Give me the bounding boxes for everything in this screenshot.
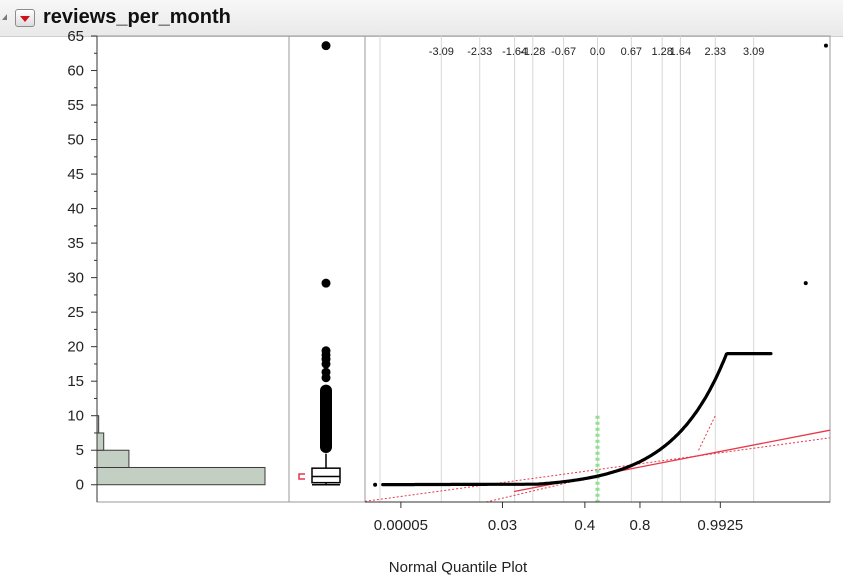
y-tick-label: 60 [67,63,84,80]
y-tick-label: 55 [67,97,84,114]
histogram-panel-frame [96,35,290,503]
x-tick-label: 0.03 [488,517,517,534]
quantile-plot-label: Normal Quantile Plot [389,559,528,576]
outlier-point [321,41,331,51]
top-tick-label: 3.09 [743,46,764,58]
y-tick-label: 15 [67,373,84,390]
y-tick-label: 65 [67,28,84,45]
y-tick-label: 5 [76,442,84,459]
y-tick-label: 10 [67,408,84,425]
y-tick-label: 25 [67,304,84,321]
top-tick-label: -3.09 [429,46,454,58]
y-tick-label: 0 [76,477,84,494]
quantile-point [823,43,828,48]
quantile-curve [381,352,773,487]
outlier-point [321,367,331,377]
histogram-bar [96,466,266,486]
x-tick-label: 0.9925 [697,517,743,534]
outlier-point [321,278,331,288]
x-tick-label: 0.00005 [374,517,428,534]
report-header: reviews_per_month [0,0,843,37]
top-tick-label: 1.64 [670,46,691,58]
outlier-cluster [320,384,332,453]
red-triangle-menu-icon [20,16,30,22]
y-tick-label: 20 [67,339,84,356]
y-tick-label: 45 [67,166,84,183]
disclosure-triangle-icon[interactable] [2,14,7,20]
outlier-point [321,346,331,356]
box-iqr [311,467,341,484]
top-tick-label: 2.33 [705,46,726,58]
top-tick-label: 0.0 [590,46,605,58]
y-tick-label: 50 [67,132,84,149]
x-tick-label: 0.4 [574,517,595,534]
report-title: reviews_per_month [43,6,231,28]
y-tick-label: 30 [67,270,84,287]
top-tick-label: -1.64 [502,46,527,58]
top-tick-label: -0.67 [551,46,576,58]
top-tick-label: -1.28 [520,46,545,58]
top-tick-label: -2.33 [467,46,492,58]
quantile-point [803,281,808,286]
quantile-point [373,482,378,487]
histogram-bar [96,432,105,451]
histogram-bar [96,415,100,434]
top-tick-label: 1.28 [651,46,672,58]
histogram-bar [96,449,130,468]
red-triangle-menu-button[interactable] [15,9,35,27]
shortest-half-bracket [298,473,305,480]
y-tick-label: 40 [67,201,84,218]
x-tick-label: 0.8 [630,517,651,534]
confidence-band-tip [698,415,716,451]
top-tick-label: 0.67 [621,46,642,58]
y-tick-label: 35 [67,235,84,252]
